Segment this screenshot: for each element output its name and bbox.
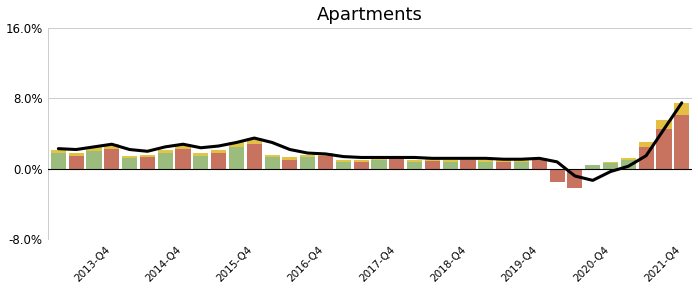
Bar xyxy=(318,153,333,169)
Bar xyxy=(158,149,173,153)
Bar xyxy=(532,158,547,160)
Bar xyxy=(318,153,333,156)
Bar xyxy=(567,169,582,188)
Bar xyxy=(229,142,244,169)
Bar xyxy=(407,160,422,162)
Bar xyxy=(265,155,280,169)
Bar xyxy=(389,157,404,159)
Bar xyxy=(603,162,618,169)
Bar xyxy=(193,153,209,156)
Bar xyxy=(514,160,529,169)
Bar xyxy=(175,144,191,169)
Bar xyxy=(621,158,636,169)
Bar xyxy=(68,153,84,169)
Bar xyxy=(656,121,671,129)
Bar xyxy=(211,149,226,169)
Bar xyxy=(51,149,66,169)
Bar xyxy=(496,160,511,162)
Bar xyxy=(371,158,387,160)
Bar xyxy=(514,160,529,162)
Bar xyxy=(478,160,493,169)
Bar xyxy=(354,160,369,162)
Bar xyxy=(122,156,138,158)
Bar xyxy=(354,160,369,169)
Bar xyxy=(246,138,262,169)
Bar xyxy=(585,164,600,165)
Bar xyxy=(211,149,226,153)
Bar xyxy=(461,158,475,169)
Bar xyxy=(68,153,84,156)
Bar xyxy=(87,147,101,151)
Bar xyxy=(282,158,297,160)
Bar xyxy=(336,160,351,162)
Bar xyxy=(246,138,262,144)
Bar xyxy=(496,160,511,169)
Bar xyxy=(532,158,547,169)
Bar xyxy=(549,169,565,182)
Bar xyxy=(104,144,119,149)
Bar xyxy=(140,155,155,169)
Bar xyxy=(158,149,173,169)
Bar xyxy=(265,155,280,157)
Bar xyxy=(282,158,297,169)
Bar xyxy=(87,147,101,169)
Bar xyxy=(674,103,690,115)
Bar xyxy=(425,159,440,169)
Bar xyxy=(443,160,458,169)
Bar xyxy=(443,160,458,162)
Bar xyxy=(104,144,119,169)
Bar xyxy=(51,149,66,153)
Bar xyxy=(461,158,475,160)
Bar xyxy=(656,121,671,169)
Bar xyxy=(621,158,636,160)
Title: Apartments: Apartments xyxy=(317,5,423,24)
Bar xyxy=(300,155,315,169)
Bar xyxy=(140,155,155,157)
Bar xyxy=(193,153,209,169)
Bar xyxy=(229,142,244,147)
Bar xyxy=(639,142,654,169)
Bar xyxy=(425,159,440,161)
Bar xyxy=(478,160,493,162)
Bar xyxy=(674,103,690,169)
Bar xyxy=(603,162,618,163)
Bar xyxy=(371,158,387,169)
Bar xyxy=(585,164,600,169)
Bar xyxy=(389,157,404,169)
Bar xyxy=(336,160,351,169)
Bar xyxy=(407,160,422,169)
Bar xyxy=(639,142,654,147)
Bar xyxy=(300,155,315,157)
Bar xyxy=(122,156,138,169)
Bar xyxy=(175,144,191,149)
